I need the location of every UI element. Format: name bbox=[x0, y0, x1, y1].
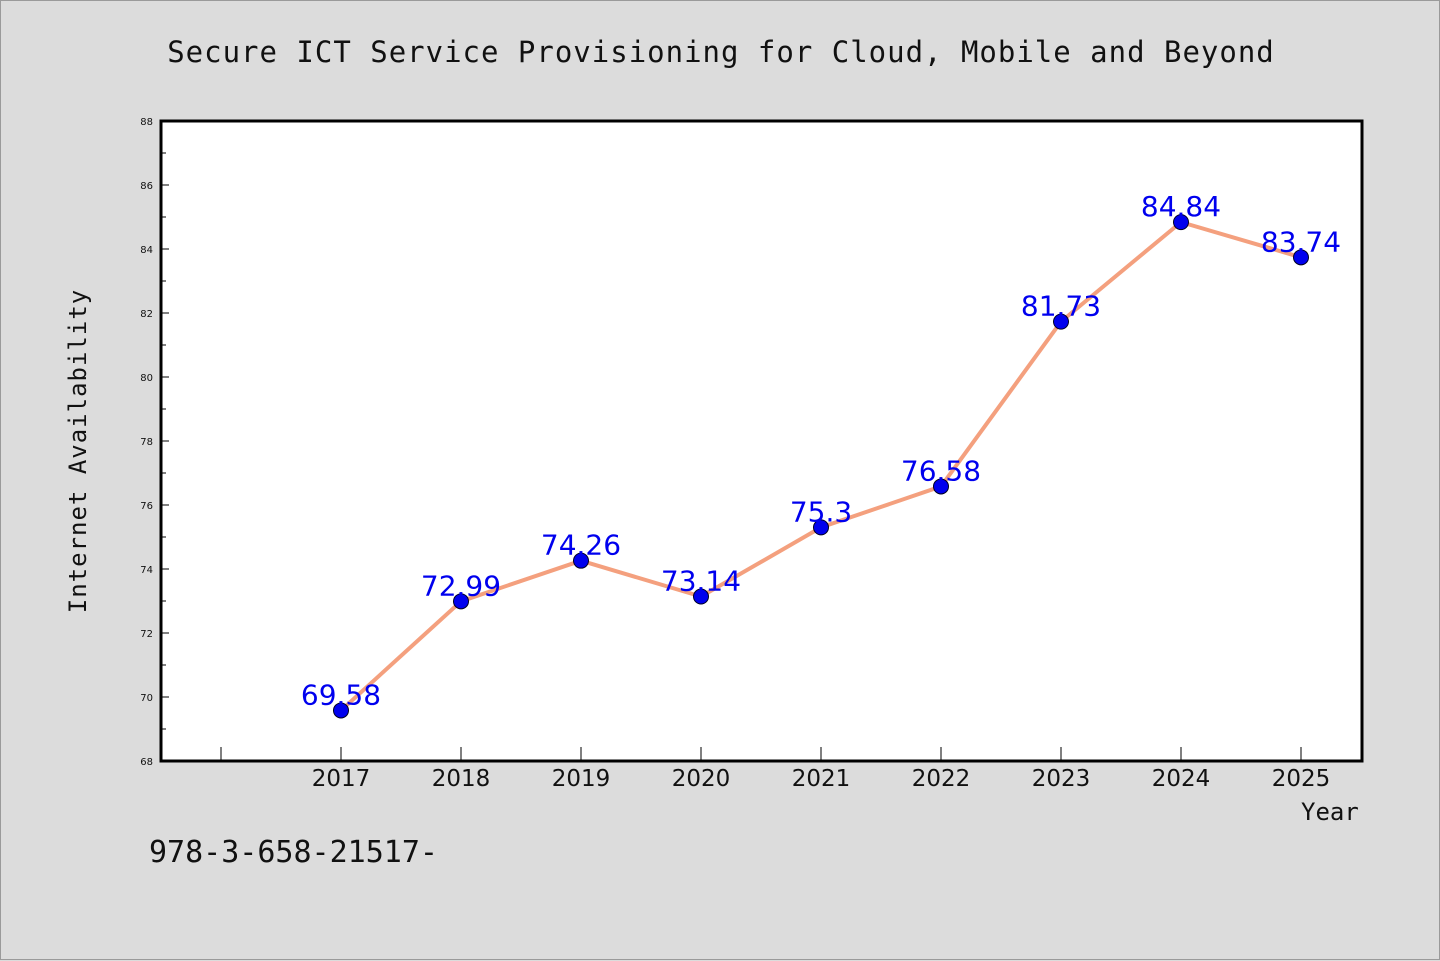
x-tick-label: 2019 bbox=[552, 766, 611, 792]
y-tick-label: 74 bbox=[140, 565, 153, 576]
data-point bbox=[693, 588, 709, 605]
x-tick-label: 2021 bbox=[792, 766, 851, 792]
data-point bbox=[453, 593, 469, 610]
series-layer bbox=[333, 214, 1309, 719]
footnote-isbn: 978-3-658-21517- bbox=[149, 835, 438, 870]
x-tick-label: 2018 bbox=[432, 766, 491, 792]
x-axis-label: Year bbox=[1301, 798, 1359, 826]
x-tick-label: 2024 bbox=[1152, 766, 1211, 792]
y-tick-label: 82 bbox=[140, 309, 153, 320]
data-label: 81.73 bbox=[1021, 290, 1101, 323]
y-tick-label: 72 bbox=[140, 629, 153, 640]
data-label: 73.14 bbox=[661, 565, 741, 598]
data-point bbox=[1053, 313, 1069, 330]
plot-area bbox=[159, 119, 1364, 763]
data-label: 83.74 bbox=[1261, 225, 1341, 258]
x-tick-label: 2017 bbox=[312, 766, 371, 792]
data-point bbox=[1293, 249, 1309, 266]
data-point bbox=[813, 519, 829, 536]
data-point bbox=[333, 702, 349, 719]
x-tick-label: 2023 bbox=[1032, 766, 1091, 792]
y-tick-label: 84 bbox=[140, 245, 153, 256]
data-label: 74.26 bbox=[541, 529, 621, 562]
data-label: 69.58 bbox=[301, 678, 381, 711]
y-tick-label: 80 bbox=[140, 373, 153, 384]
y-tick-label: 86 bbox=[140, 181, 153, 192]
data-label: 84.84 bbox=[1141, 190, 1221, 223]
y-tick-label: 76 bbox=[140, 501, 153, 512]
x-tick-label: 2022 bbox=[912, 766, 971, 792]
y-tick-label: 68 bbox=[140, 757, 153, 768]
data-label: 72.99 bbox=[421, 569, 501, 602]
x-tick-label: 2025 bbox=[1272, 766, 1331, 792]
y-tick-label: 78 bbox=[140, 437, 153, 448]
x-tick-label: 2020 bbox=[672, 766, 731, 792]
x-axis: 2017 2018 2019 2020 2021 2022 2023 2024 2025 bbox=[220, 747, 1331, 792]
data-label: 76.58 bbox=[901, 454, 981, 487]
data-point bbox=[1173, 214, 1189, 231]
data-labels: 69.58 72.99 74.26 73.14 75.3 76.58 81.73 84.84 8… bbox=[301, 190, 1341, 711]
data-label: 75.3 bbox=[790, 495, 852, 528]
y-tick-label: 70 bbox=[140, 693, 153, 704]
chart-title: Secure ICT Service Provisioning for Clou… bbox=[167, 35, 1275, 69]
data-point bbox=[573, 552, 589, 569]
y-tick-label: 88 bbox=[140, 117, 153, 128]
data-point bbox=[933, 478, 949, 495]
y-axis: 68 70 72 74 76 78 80 82 84 86 88 bbox=[140, 117, 169, 768]
